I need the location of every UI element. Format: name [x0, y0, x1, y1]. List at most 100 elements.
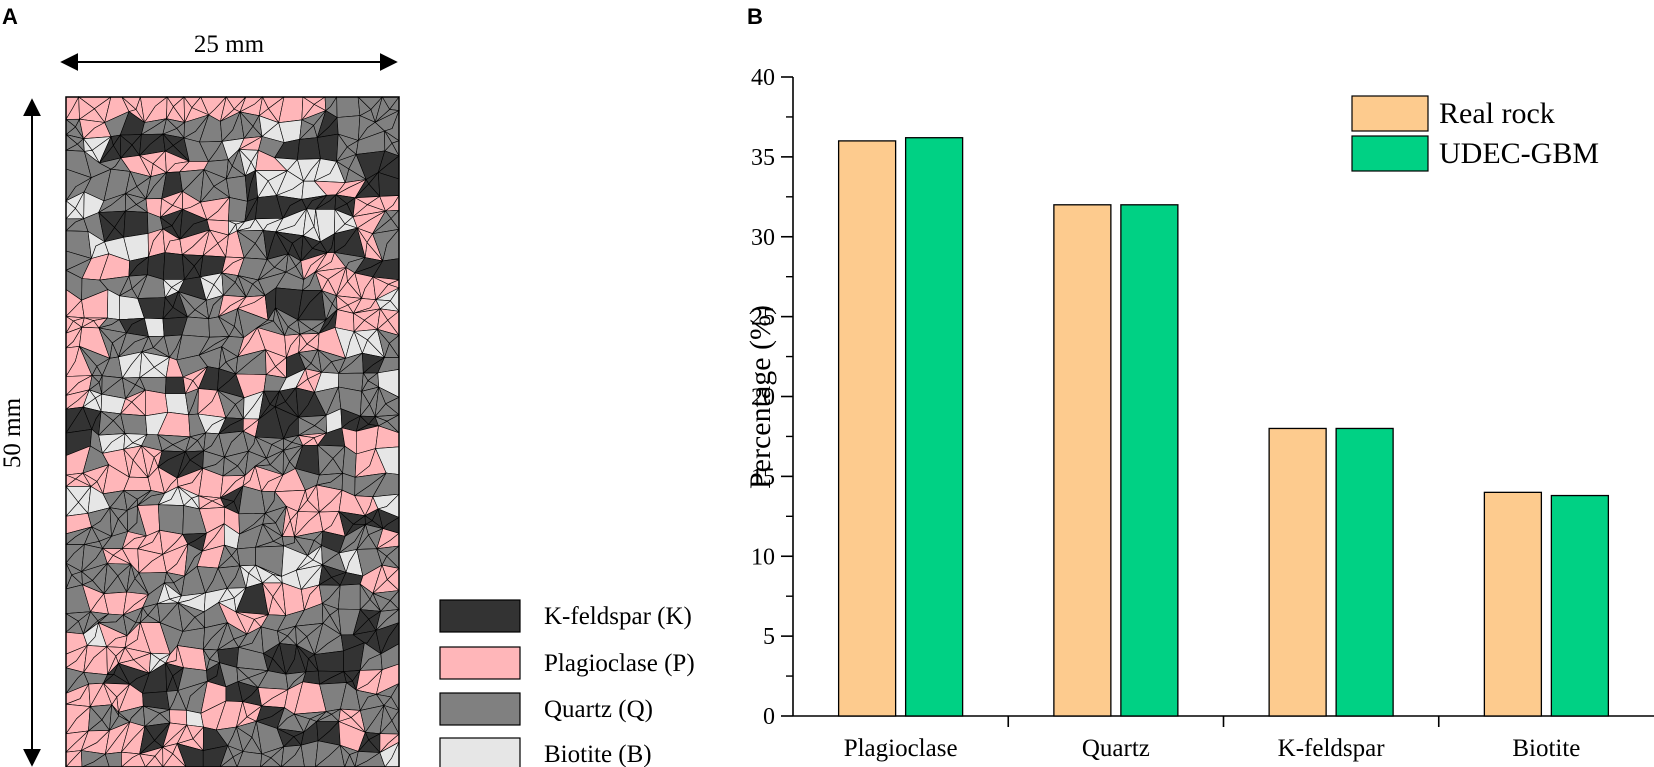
grain: [334, 194, 348, 210]
grain: [359, 583, 371, 611]
grain: [123, 210, 149, 238]
grain: [122, 377, 136, 400]
grain: [293, 713, 311, 733]
grain: [141, 335, 154, 353]
grain: [357, 96, 372, 117]
grain: [339, 744, 350, 767]
grain: [282, 450, 290, 476]
grain: [354, 178, 370, 199]
bar-plagioclase-udec-gbm: [904, 137, 964, 717]
y-tick-label: 40: [751, 65, 775, 91]
grain: [295, 367, 309, 389]
grain: [239, 564, 249, 588]
grain: [166, 96, 174, 119]
grain: [239, 110, 254, 140]
grain: [106, 645, 117, 675]
grain: [81, 570, 93, 586]
legend-label-1: K-feldspar (K): [544, 603, 692, 630]
grain: [283, 438, 293, 452]
grain: [236, 666, 249, 683]
grain: [317, 349, 332, 373]
bar-k-feldspar-real-rock: [1268, 427, 1327, 717]
grain: [316, 133, 339, 162]
panel-a-letter: A: [2, 4, 18, 29]
grain: [159, 216, 173, 230]
bar-k-feldspar-udec-gbm: [1335, 427, 1394, 717]
specimen-border: [65, 96, 400, 767]
y-tick-label: 10: [751, 544, 775, 570]
grain: [177, 485, 193, 507]
grain: [298, 416, 316, 436]
grain: [300, 740, 319, 767]
grain: [121, 96, 137, 112]
x-tick-label: Plagioclase: [844, 735, 958, 762]
grain: [103, 682, 118, 706]
grain: [254, 457, 271, 467]
grain: [336, 295, 349, 311]
grain: [165, 662, 174, 692]
grain: [356, 523, 369, 550]
grain: [221, 272, 236, 297]
grain: [372, 276, 389, 301]
grain: [236, 546, 256, 567]
legend-label-2: Plagioclase (P): [544, 650, 695, 677]
grain: [262, 582, 274, 615]
grain: [216, 389, 236, 419]
grain: [217, 544, 232, 570]
x-tick-label: K-feldspar: [1278, 735, 1386, 762]
grain: [139, 725, 155, 755]
grain: [124, 192, 137, 212]
grain: [255, 523, 274, 548]
grain: [117, 646, 134, 664]
grain: [276, 727, 295, 748]
grain: [138, 154, 154, 178]
grain: [162, 252, 185, 280]
grain: [178, 291, 196, 318]
grain: [109, 703, 120, 731]
bar-chart: 0 5 10 15 20 25 30 35 40 Percentage (%) Plagioclas…: [744, 65, 1654, 762]
grain: [298, 333, 308, 354]
y-tick-label: 35: [751, 145, 775, 171]
panel-b-letter: B: [747, 4, 763, 29]
grain: [262, 652, 273, 672]
legend-swatch-2: [439, 646, 521, 680]
grain: [103, 674, 115, 684]
grain: [78, 96, 95, 120]
bar-biotite-udec-gbm: [1550, 494, 1610, 717]
grain: [352, 197, 368, 218]
grain: [217, 587, 235, 604]
grain: [334, 208, 346, 235]
grain: [314, 650, 345, 672]
grain: [164, 376, 186, 394]
grain: [88, 374, 100, 391]
grain: [219, 497, 235, 508]
grain: [217, 315, 235, 338]
grain: [99, 135, 114, 164]
grain: [226, 158, 233, 179]
grain: [262, 512, 277, 525]
grain: [162, 746, 174, 767]
grain: [372, 210, 392, 234]
grain: [144, 389, 169, 417]
grain: [277, 630, 289, 645]
grain: [254, 564, 274, 584]
grain: [318, 564, 332, 586]
grain: [237, 274, 253, 298]
grain: [254, 436, 273, 460]
grain: [164, 393, 189, 416]
legend-swatch-3: [439, 692, 521, 726]
grain: [123, 448, 134, 478]
grain: [103, 562, 119, 595]
grain: [295, 625, 308, 646]
grain: [338, 510, 354, 538]
grain: [374, 416, 388, 427]
grain: [357, 227, 368, 258]
bar-plagioclase-real-rock: [837, 140, 897, 717]
grain: [353, 330, 368, 355]
grain: [260, 753, 272, 767]
bar-quartz-real-rock: [1053, 204, 1112, 717]
legend-label-3: Quartz (Q): [544, 696, 653, 723]
grain: [275, 231, 293, 255]
grain: [375, 299, 392, 310]
legend-swatch-1: [439, 599, 521, 633]
